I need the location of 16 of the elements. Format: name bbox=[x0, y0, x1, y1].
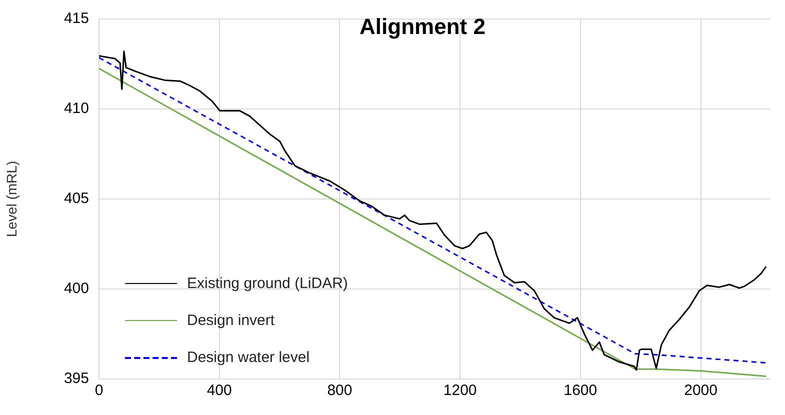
y-tick-label: 400 bbox=[64, 280, 89, 298]
legend-label: Design invert bbox=[187, 312, 275, 329]
y-tick-label: 415 bbox=[64, 10, 89, 28]
y-axis-title: Level (mRL) bbox=[3, 160, 20, 238]
x-tick-label: 1600 bbox=[564, 382, 598, 400]
y-tick-label: 410 bbox=[64, 100, 89, 118]
y-tick-label: 395 bbox=[64, 370, 89, 388]
x-tick-label: 2000 bbox=[684, 382, 718, 400]
legend-label: Existing ground (LiDAR) bbox=[187, 275, 348, 292]
chart-title: Alignment 2 bbox=[360, 14, 486, 39]
x-tick-label: 1200 bbox=[443, 382, 477, 400]
x-tick-label: 800 bbox=[327, 382, 352, 400]
y-tick-label: 405 bbox=[64, 190, 89, 208]
x-tick-label: 0 bbox=[94, 382, 104, 400]
x-tick-label: 400 bbox=[206, 382, 232, 400]
legend-label: Design water level bbox=[187, 349, 310, 366]
